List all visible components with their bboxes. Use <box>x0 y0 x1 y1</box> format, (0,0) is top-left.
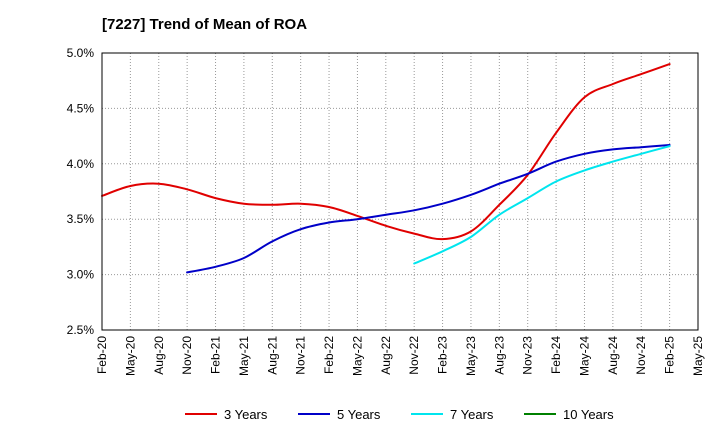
y-tick-label: 3.0% <box>67 268 95 282</box>
legend-label: 7 Years <box>450 407 494 422</box>
x-tick-label: Nov-21 <box>294 336 308 375</box>
x-tick-label: Nov-22 <box>407 336 421 375</box>
x-tick-label: May-25 <box>691 336 705 376</box>
x-tick-label: Feb-25 <box>663 336 677 374</box>
x-tick-label: Feb-22 <box>322 336 336 374</box>
legend: 3 Years 5 Years 7 Years 10 Years <box>185 407 614 422</box>
legend-label: 5 Years <box>337 407 381 422</box>
x-tick-label: Feb-23 <box>436 336 450 374</box>
x-tick-label: May-24 <box>577 336 591 376</box>
y-axis: 2.5% 3.0% 3.5% 4.0% 4.5% 5.0% <box>67 46 95 337</box>
plot-background <box>102 53 698 330</box>
chart-title: [7227] Trend of Mean of ROA <box>102 16 308 33</box>
plot-border <box>101 52 699 331</box>
series-line-2 <box>186 144 671 274</box>
series-lines <box>101 63 671 274</box>
series-line-3 <box>413 145 671 265</box>
series-line-1 <box>101 63 671 241</box>
x-tick-label: Aug-24 <box>606 336 620 375</box>
x-tick-label: May-21 <box>237 336 251 376</box>
x-tick-label: May-23 <box>464 336 478 376</box>
x-tick-label: Aug-20 <box>152 336 166 375</box>
y-tick-label: 4.0% <box>67 157 95 171</box>
y-tick-label: 4.5% <box>67 101 95 115</box>
grid <box>102 53 698 330</box>
y-tick-label: 3.5% <box>67 212 95 226</box>
x-tick-label: Feb-20 <box>95 336 109 374</box>
x-tick-label: Feb-24 <box>549 336 563 374</box>
x-tick-label: Nov-20 <box>180 336 194 375</box>
x-tick-label: Aug-21 <box>265 336 279 375</box>
x-tick-label: Aug-23 <box>492 336 506 375</box>
x-tick-label: Aug-22 <box>379 336 393 375</box>
legend-label: 3 Years <box>224 407 268 422</box>
legend-label: 10 Years <box>563 407 614 422</box>
x-tick-label: Nov-24 <box>634 336 648 375</box>
y-tick-label: 2.5% <box>67 323 95 337</box>
y-tick-label: 5.0% <box>67 46 95 60</box>
x-tick-label: Nov-23 <box>521 336 535 375</box>
x-tick-label: Feb-21 <box>209 336 223 374</box>
x-axis: Feb-20 May-20 Aug-20 Nov-20 Feb-21 May-21 Aug-… <box>95 336 705 376</box>
x-tick-label: May-22 <box>350 336 364 376</box>
x-tick-label: May-20 <box>123 336 137 376</box>
